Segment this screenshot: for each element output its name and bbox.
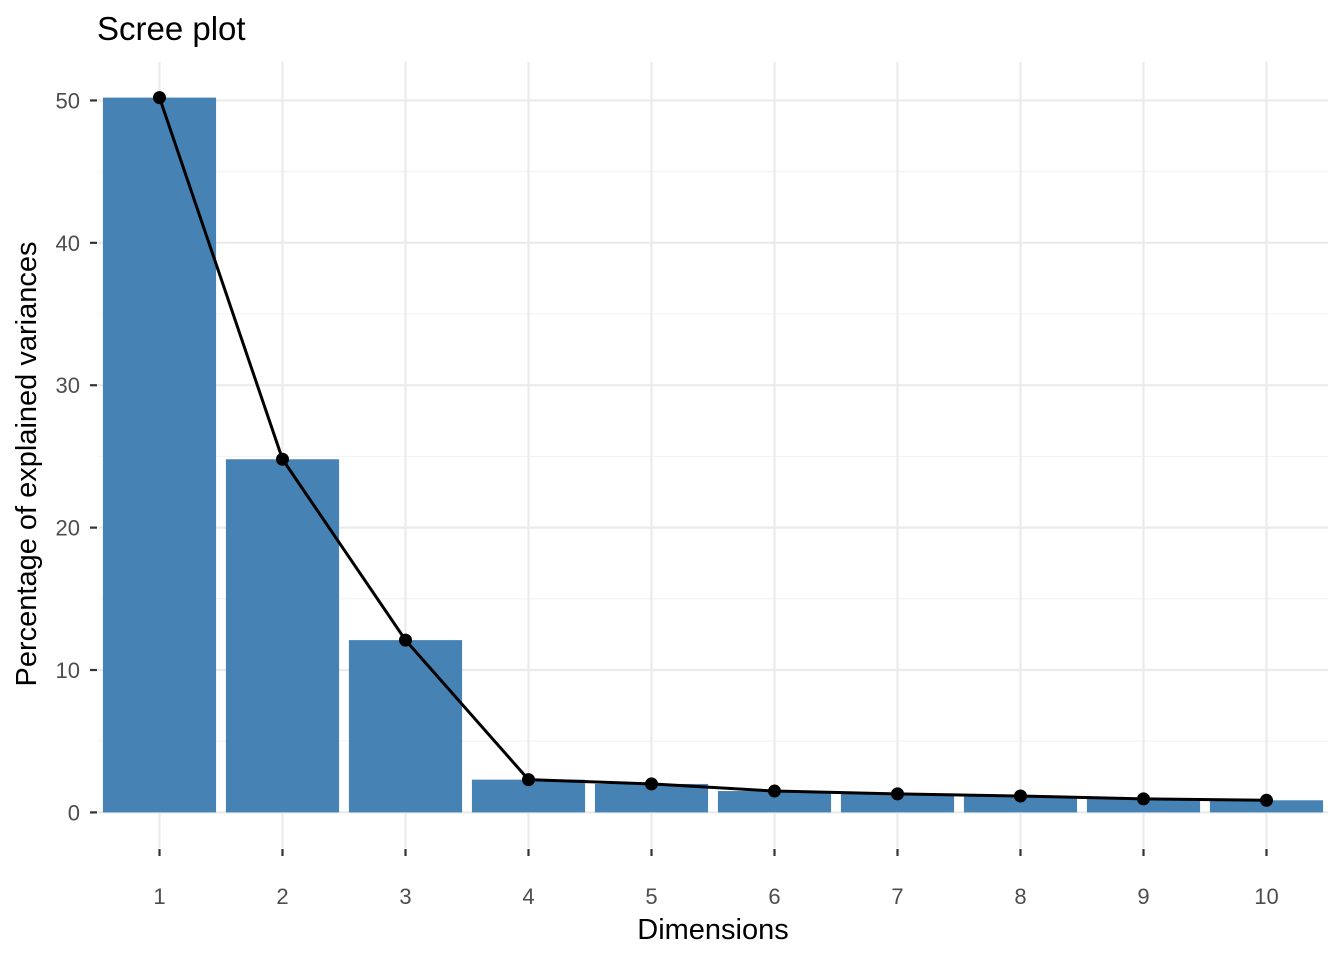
bars: [102, 97, 1324, 813]
y-tick-label: 30: [56, 373, 80, 398]
variance-points: [153, 91, 1273, 807]
x-tick-label: 6: [768, 884, 780, 909]
x-tick-label: 5: [645, 884, 657, 909]
x-tick-label: 9: [1137, 884, 1149, 909]
y-tick-label: 0: [68, 800, 80, 825]
y-tick-label: 50: [56, 88, 80, 113]
point-dimension-5: [645, 777, 658, 791]
x-tick-label: 10: [1254, 884, 1278, 909]
point-dimension-3: [399, 633, 412, 647]
bar-dimension-9: [1086, 798, 1201, 813]
x-axis-ticks: 1 2 3 4 5 6 7 8 9 10: [153, 849, 1279, 909]
variance-polyline: [158, 97, 1267, 802]
x-tick-label: 3: [399, 884, 411, 909]
y-tick-label: 20: [56, 516, 80, 541]
x-tick-label: 1: [153, 884, 165, 909]
bar-dimension-8: [963, 796, 1078, 813]
point-dimension-1: [153, 91, 166, 105]
y-axis-title: Percentage of explained variances: [11, 242, 43, 687]
bar-dimension-7: [840, 793, 955, 813]
point-dimension-9: [1137, 792, 1150, 806]
x-tick-label: 4: [522, 884, 534, 909]
point-dimension-2: [276, 452, 289, 466]
x-tick-label: 2: [276, 884, 288, 909]
y-axis-ticks: 0 10 20 30 40 50: [56, 88, 97, 825]
x-tick-label: 7: [891, 884, 903, 909]
point-dimension-7: [891, 787, 904, 801]
y-tick-label: 10: [56, 658, 80, 683]
point-dimension-8: [1014, 789, 1027, 803]
point-dimension-10: [1260, 793, 1273, 807]
variance-line: [158, 97, 1267, 802]
x-tick-label: 8: [1014, 884, 1026, 909]
point-dimension-4: [522, 773, 535, 787]
chart-title: Scree plot: [97, 10, 246, 47]
x-axis-title: Dimensions: [637, 914, 789, 946]
bar-dimension-3: [348, 640, 463, 813]
y-tick-label: 40: [56, 231, 80, 256]
bar-dimension-6: [717, 791, 832, 813]
bar-dimension-2: [225, 459, 340, 813]
bar-dimension-1: [102, 97, 217, 813]
point-dimension-6: [768, 784, 781, 798]
